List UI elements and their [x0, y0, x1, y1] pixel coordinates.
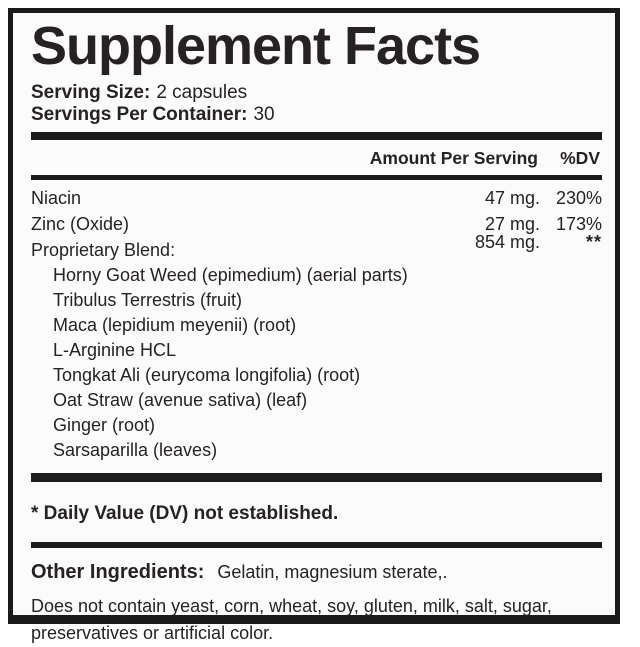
nutrient-rows: Niacin 47 mg. 230% Zinc (Oxide) 27 mg. 1… [31, 185, 602, 263]
blend-ingredient: Tribulus Terrestris (fruit) [53, 290, 243, 310]
blend-ingredient: Maca (lepidium meyenii) (root) [53, 315, 297, 335]
blend-ingredient: Horny Goat Weed (epimedium) (aerial part… [53, 265, 408, 285]
nutrient-amount: 47 mg. [484, 188, 540, 208]
blend-ingredient: Sarsaparilla (leaves) [53, 440, 218, 460]
other-ingredients-label: Other Ingredients: [31, 561, 205, 583]
percent-dv-header: %DV [560, 148, 600, 168]
nutrient-name: Niacin [31, 188, 82, 208]
blend-ingredient: L-Arginine HCL [53, 340, 177, 360]
table-row-zinc: Zinc (Oxide) 27 mg. 173% [31, 211, 602, 237]
serving-size-value: 2 capsules [156, 82, 248, 103]
table-row-niacin: Niacin 47 mg. 230% [31, 185, 602, 211]
other-ingredients-line: Other Ingredients: Gelatin, magnesium ste… [31, 561, 602, 584]
servings-per-container-line: Servings Per Container: 30 [31, 104, 602, 126]
divider-above-other-ingredients [31, 542, 602, 548]
panel-title: Supplement Facts [31, 16, 481, 76]
serving-size-line: Serving Size: 2 capsules [31, 82, 602, 104]
allergen-disclaimer: Does not contain yeast, corn, wheat, soy… [31, 596, 552, 643]
nutrient-dv: 230% [555, 188, 602, 208]
nutrient-name: Zinc (Oxide) [31, 214, 130, 234]
serving-info: Serving Size: 2 capsules Servings Per Con… [31, 82, 602, 126]
blend-ingredient: Tongkat Ali (eurycoma longifolia) (root) [53, 365, 361, 385]
table-header-row: Amount Per Serving %DV [31, 140, 602, 175]
divider-thick-middle [31, 473, 602, 482]
serving-size-label: Serving Size: [31, 82, 151, 103]
blend-ingredient: Ginger (root) [53, 415, 156, 435]
nutrient-dv: ** [585, 232, 602, 252]
other-ingredients-value: Gelatin, magnesium sterate,. [217, 562, 448, 582]
servings-per-container-value: 30 [253, 104, 275, 125]
table-row-proprietary-blend: Proprietary Blend: 854 mg. ** [31, 232, 602, 263]
amount-per-serving-header: Amount Per Serving [369, 148, 538, 168]
blend-ingredient: Oat Straw (avenue sativa) (leaf) [53, 390, 308, 410]
daily-value-footnote: * Daily Value (DV) not established. [31, 503, 339, 524]
divider-thick-top [31, 132, 602, 140]
servings-per-container-label: Servings Per Container: [31, 104, 248, 125]
blend-ingredient-list: Horny Goat Weed (epimedium) (aerial part… [31, 263, 602, 463]
supplement-facts-panel: Supplement Facts Serving Size: 2 capsules… [8, 8, 620, 643]
nutrient-amount: 854 mg. [474, 232, 540, 252]
nutrient-amount: 27 mg. [484, 214, 540, 234]
divider-under-header [31, 175, 602, 180]
nutrient-name: Proprietary Blend: [31, 240, 176, 260]
nutrient-dv: 173% [555, 214, 602, 234]
